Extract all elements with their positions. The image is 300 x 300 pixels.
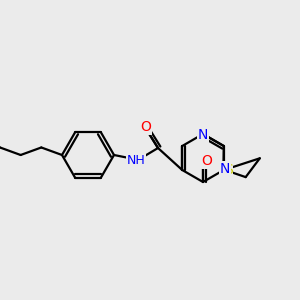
Text: S: S xyxy=(224,163,233,176)
Text: O: O xyxy=(141,120,152,134)
Text: NH: NH xyxy=(127,154,146,166)
Text: O: O xyxy=(202,154,212,168)
Text: O: O xyxy=(141,120,152,134)
Text: NH: NH xyxy=(127,154,146,166)
Text: N: N xyxy=(220,162,230,176)
Text: N: N xyxy=(198,128,208,142)
Text: O: O xyxy=(202,154,212,168)
Text: N: N xyxy=(220,162,230,176)
Text: N: N xyxy=(198,128,208,142)
